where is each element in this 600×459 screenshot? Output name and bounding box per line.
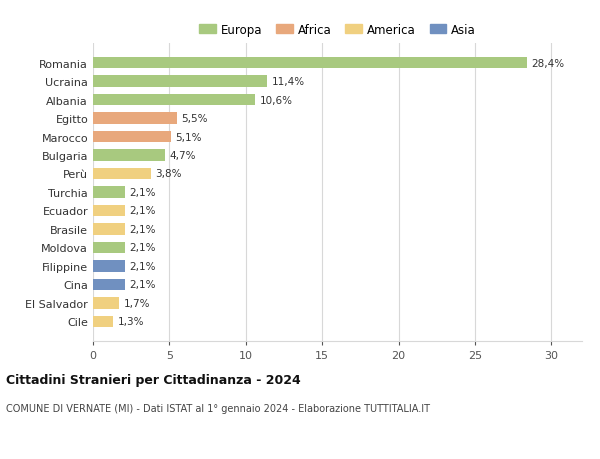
- Text: 5,5%: 5,5%: [182, 114, 208, 124]
- Bar: [93, 113, 177, 124]
- Text: 1,3%: 1,3%: [118, 317, 144, 327]
- Text: 4,7%: 4,7%: [169, 151, 196, 161]
- Bar: [93, 279, 125, 291]
- Bar: [93, 224, 125, 235]
- Bar: [93, 95, 255, 106]
- Bar: [93, 58, 527, 69]
- Bar: [93, 242, 125, 253]
- Text: 3,8%: 3,8%: [155, 169, 182, 179]
- Text: 2,1%: 2,1%: [130, 243, 156, 253]
- Text: 2,1%: 2,1%: [130, 206, 156, 216]
- Text: 5,1%: 5,1%: [176, 132, 202, 142]
- Bar: [93, 76, 267, 88]
- Text: 2,1%: 2,1%: [130, 224, 156, 235]
- Text: 11,4%: 11,4%: [272, 77, 305, 87]
- Text: 1,7%: 1,7%: [124, 298, 150, 308]
- Legend: Europa, Africa, America, Asia: Europa, Africa, America, Asia: [199, 23, 476, 36]
- Bar: [93, 168, 151, 180]
- Text: 10,6%: 10,6%: [260, 95, 293, 106]
- Bar: [93, 187, 125, 198]
- Bar: [93, 297, 119, 309]
- Text: Cittadini Stranieri per Cittadinanza - 2024: Cittadini Stranieri per Cittadinanza - 2…: [6, 373, 301, 386]
- Bar: [93, 261, 125, 272]
- Bar: [93, 132, 171, 143]
- Bar: [93, 150, 165, 162]
- Text: 2,1%: 2,1%: [130, 188, 156, 197]
- Text: 28,4%: 28,4%: [532, 58, 565, 68]
- Bar: [93, 316, 113, 327]
- Text: COMUNE DI VERNATE (MI) - Dati ISTAT al 1° gennaio 2024 - Elaborazione TUTTITALIA: COMUNE DI VERNATE (MI) - Dati ISTAT al 1…: [6, 403, 430, 413]
- Text: 2,1%: 2,1%: [130, 261, 156, 271]
- Text: 2,1%: 2,1%: [130, 280, 156, 290]
- Bar: [93, 205, 125, 217]
